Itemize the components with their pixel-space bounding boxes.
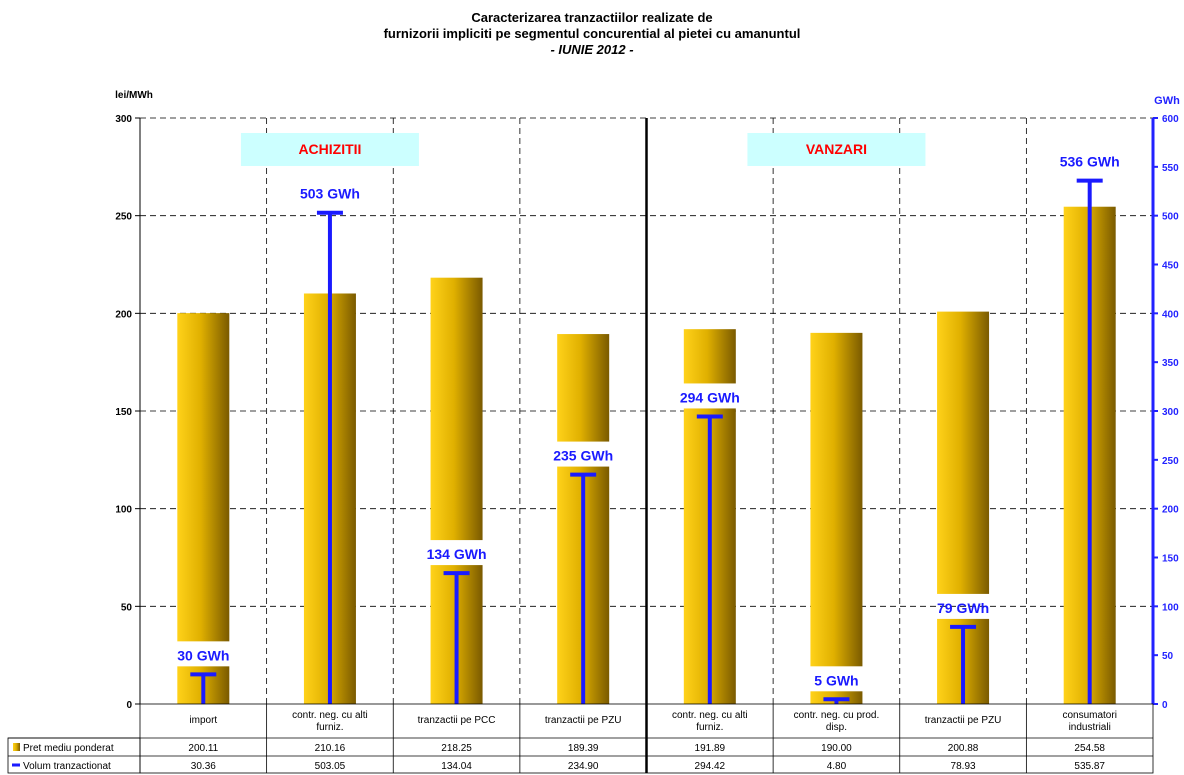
table-volume-value-1: 30.36: [191, 761, 216, 772]
y-tick-label-right: 200: [1162, 505, 1179, 516]
y-tick-label-right: 300: [1162, 407, 1179, 418]
volume-annotation-1: 30 GWh: [177, 647, 229, 663]
x-category-label-8: consumatori industriali: [1062, 710, 1116, 733]
y-tick-label-left: 250: [115, 212, 132, 223]
y-tick-label-right: 250: [1162, 456, 1179, 467]
legend-label-price: Pret mediu ponderat: [23, 743, 114, 754]
legend-swatch-price: [13, 743, 20, 751]
volume-annotation-3: 134 GWh: [427, 546, 487, 562]
price-bar-6: [810, 332, 863, 667]
legend-label-volume: Volum tranzactionat: [23, 761, 111, 772]
table-price-value-8: 254.58: [1074, 743, 1105, 754]
chart-title-line-3: - IUNIE 2012 -: [550, 42, 634, 57]
y-tick-label-right: 500: [1162, 212, 1179, 223]
y-tick-label-left: 50: [121, 602, 133, 613]
x-category-label-5: contr. neg. cu alti furniz.: [672, 710, 748, 733]
price-bar-3: [430, 277, 483, 541]
group-label-box: [747, 133, 926, 166]
table-price-value-7: 200.88: [948, 743, 979, 754]
y-tick-label-right: 450: [1162, 261, 1179, 272]
x-category-label-7: tranzactii pe PZU: [925, 715, 1002, 726]
volume-annotation-2: 503 GWh: [300, 186, 360, 202]
y-tick-label-right: 550: [1162, 163, 1179, 174]
group-label-box: [240, 133, 419, 166]
table-volume-value-2: 503.05: [315, 761, 346, 772]
x-category-label-1: import: [189, 715, 217, 726]
y-axis-label-left: lei/MWh: [115, 90, 153, 101]
group-label: ACHIZITII: [298, 141, 361, 157]
chart-title-line-1: Caracterizarea tranzactiilor realizate d…: [471, 10, 713, 25]
x-category-label-2: contr. neg. cu alti furniz.: [292, 710, 368, 733]
table-price-value-4: 189.39: [568, 743, 599, 754]
y-tick-label-right: 100: [1162, 602, 1179, 613]
y-tick-label-right: 600: [1162, 114, 1179, 125]
volume-annotation-7: 79 GWh: [937, 600, 989, 616]
x-category-label-4: tranzactii pe PZU: [545, 715, 622, 726]
table-price-value-6: 190.00: [821, 743, 852, 754]
y-tick-label-left: 200: [115, 309, 132, 320]
table-price-value-5: 191.89: [695, 743, 726, 754]
table-price-value-1: 200.11: [188, 743, 218, 754]
table-price-value-2: 210.16: [315, 743, 346, 754]
table-price-value-3: 218.25: [441, 743, 472, 754]
price-bar-7: [937, 311, 990, 594]
x-category-label-3: tranzactii pe PCC: [418, 715, 496, 726]
y-tick-label-right: 350: [1162, 358, 1179, 369]
table-volume-value-4: 234.90: [568, 761, 599, 772]
volume-annotation-6: 5 GWh: [814, 672, 858, 688]
y-tick-label-left: 100: [115, 505, 132, 516]
table-volume-value-8: 535.87: [1074, 761, 1105, 772]
y-tick-label-left: 150: [115, 407, 132, 418]
table-volume-value-5: 294.42: [695, 761, 726, 772]
price-bar-1: [177, 313, 230, 642]
y-tick-label-right: 0: [1162, 700, 1168, 711]
chart-title-line-2: furnizorii impliciti pe segmentul concur…: [383, 26, 801, 41]
y-axis-label-right: GWh: [1154, 95, 1180, 107]
y-tick-label-right: 150: [1162, 554, 1179, 565]
volume-annotation-5: 294 GWh: [680, 389, 740, 405]
table-volume-value-3: 134.04: [441, 761, 472, 772]
y-tick-label-left: 0: [126, 700, 132, 711]
x-category-label-6: contr. neg. cu prod. disp.: [794, 710, 880, 733]
y-tick-label-right: 50: [1162, 651, 1174, 662]
table-volume-value-7: 78.93: [951, 761, 976, 772]
volume-annotation-4: 235 GWh: [553, 448, 613, 464]
volume-annotation-8: 536 GWh: [1060, 154, 1120, 170]
price-bar-4: [557, 334, 610, 442]
group-label: VANZARI: [806, 141, 867, 157]
y-tick-label-right: 400: [1162, 309, 1179, 320]
table-volume-value-6: 4.80: [827, 761, 847, 772]
price-bar-5: [683, 329, 736, 384]
y-tick-label-left: 300: [115, 114, 132, 125]
